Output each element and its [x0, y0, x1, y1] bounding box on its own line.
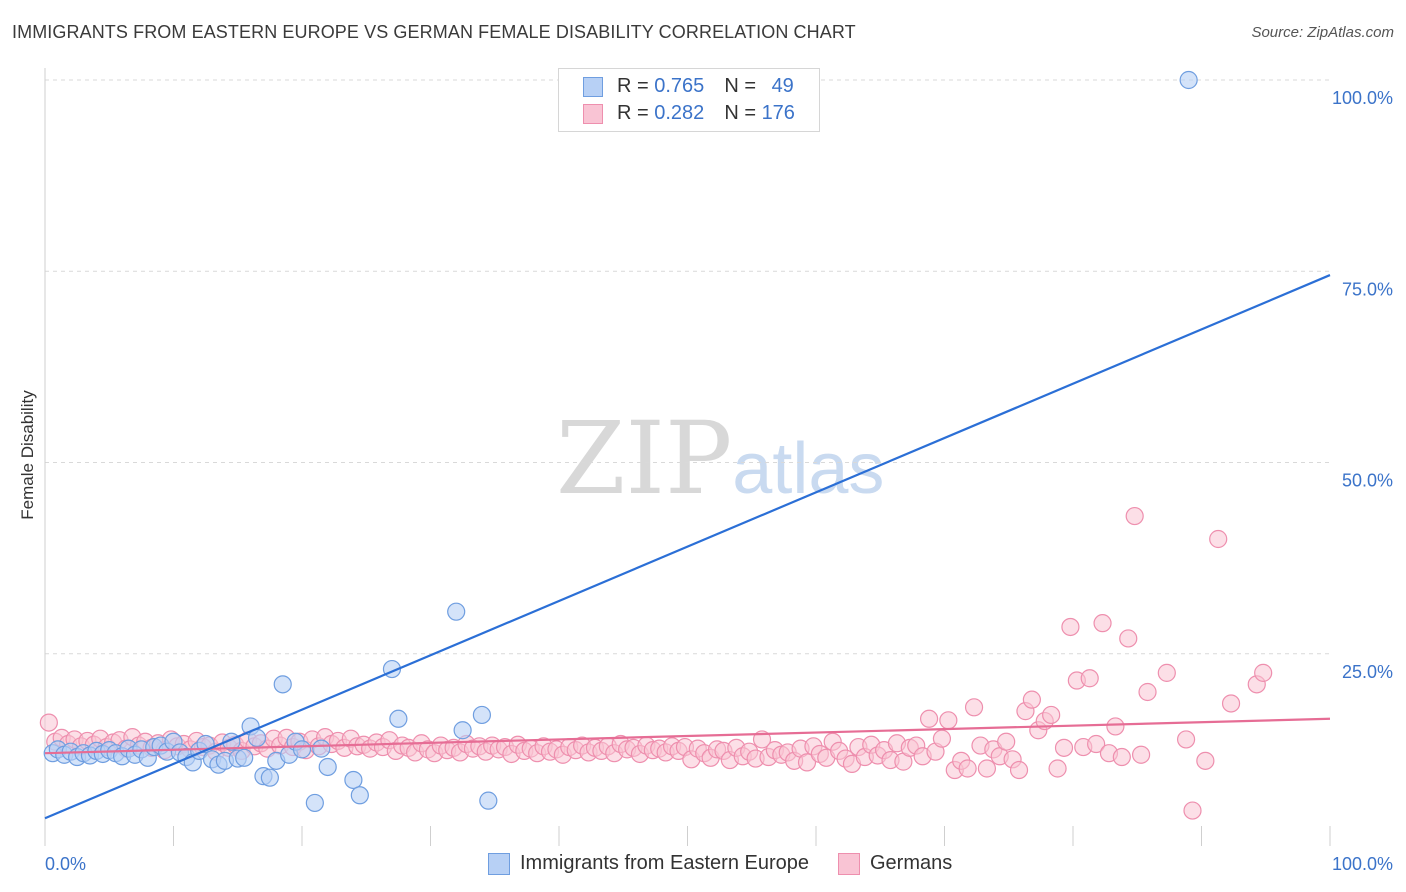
y-tick-label: 50.0%: [1342, 471, 1393, 491]
data-point-germans: [1125, 506, 1144, 526]
immigrants-points: [43, 70, 1198, 813]
bottom-legend-label-immigrants: Immigrants from Eastern Europe: [520, 852, 809, 874]
data-point-germans: [997, 732, 1016, 751]
data-point-immigrants: [389, 709, 408, 728]
axes: [44, 68, 1331, 846]
chart-title: IMMIGRANTS FROM EASTERN EUROPE VS GERMAN…: [12, 22, 856, 42]
bottom-legend-immigrants: Immigrants from Eastern Europe: [488, 852, 809, 875]
legend-r-label: R =: [617, 75, 655, 97]
x-tick-label-min: 0.0%: [45, 854, 86, 874]
data-point-immigrants: [1179, 70, 1198, 90]
data-point-germans: [1022, 690, 1041, 709]
data-point-germans: [919, 709, 939, 728]
y-tick-label: 100.0%: [1332, 88, 1393, 108]
data-point-germans: [797, 753, 817, 772]
data-point-germans: [39, 713, 58, 732]
bottom-legend-swatch-blue: [488, 852, 510, 875]
data-point-germans: [1048, 759, 1067, 778]
data-point-germans: [1106, 717, 1125, 736]
data-point-germans: [958, 759, 977, 778]
data-point-immigrants: [235, 748, 254, 767]
legend-n-value: 49: [771, 75, 794, 97]
bottom-legend-swatch-pink: [838, 852, 860, 875]
data-point-immigrants: [472, 705, 491, 725]
y-tick-label: 25.0%: [1342, 662, 1393, 682]
legend-n-label: N =: [724, 75, 762, 97]
data-point-immigrants: [305, 793, 324, 813]
legend-row-germans: R = 0.282 N = 176: [583, 102, 795, 126]
trend-lines: [44, 274, 1331, 820]
data-point-germans: [939, 711, 958, 730]
data-point-germans: [1196, 751, 1215, 770]
data-point-immigrants: [350, 786, 369, 805]
germans-points: [39, 506, 1273, 820]
data-point-germans: [1176, 730, 1196, 749]
y-tick-label: 75.0%: [1342, 279, 1393, 299]
data-point-germans: [1209, 529, 1228, 549]
data-point-germans: [1132, 745, 1151, 764]
data-point-germans: [932, 729, 952, 748]
data-point-germans: [1054, 738, 1074, 757]
data-point-immigrants: [292, 740, 312, 759]
data-point-germans: [1080, 669, 1099, 688]
legend: R = 0.765 N = 49 R = 0.282 N = 176: [558, 68, 820, 132]
bottom-legend-germans: Germans: [838, 852, 952, 875]
data-point-germans: [1093, 614, 1112, 633]
legend-swatch-blue: [583, 76, 603, 97]
x-tick-label-max: 100.0%: [1332, 854, 1393, 874]
gridlines: [45, 79, 1330, 655]
legend-r-value: 0.282: [654, 102, 705, 124]
data-point-immigrants: [273, 675, 292, 694]
data-point-immigrants: [344, 770, 363, 790]
trend-line-germans: [44, 717, 1331, 755]
data-point-germans: [1221, 694, 1241, 713]
data-point-immigrants: [447, 602, 466, 621]
data-point-germans: [1061, 617, 1080, 637]
legend-r-value: 0.765: [654, 75, 705, 97]
y-axis-title: Female Disability: [18, 390, 37, 520]
legend-n-value: 176: [761, 102, 795, 124]
data-point-germans: [1254, 663, 1273, 682]
trend-line-immigrants: [44, 274, 1331, 820]
data-point-immigrants: [318, 757, 337, 777]
data-point-germans: [1183, 801, 1202, 820]
legend-n-label: N =: [724, 102, 762, 124]
data-point-germans: [1119, 629, 1138, 648]
data-point-germans: [977, 759, 997, 778]
data-point-germans: [1138, 682, 1157, 702]
legend-r-label: R =: [617, 102, 655, 124]
data-point-germans: [1112, 747, 1131, 767]
data-point-germans: [1009, 760, 1029, 780]
data-point-germans: [1157, 663, 1176, 682]
legend-row-immigrants: R = 0.765 N = 49: [583, 75, 794, 99]
bottom-legend-label-germans: Germans: [870, 852, 953, 874]
data-point-immigrants: [453, 721, 472, 740]
data-point-immigrants: [312, 739, 331, 758]
legend-swatch-pink: [583, 103, 603, 124]
data-point-immigrants: [260, 768, 279, 787]
data-point-germans: [964, 698, 984, 717]
source-label: Source: ZipAtlas.com: [1251, 24, 1394, 41]
data-point-germans: [1042, 705, 1061, 725]
data-point-germans: [1087, 734, 1106, 754]
axis-labels: 25.0% 50.0% 75.0% 100.0% 0.0% 100.0% Female Di…: [18, 88, 1393, 874]
data-point-immigrants: [479, 791, 498, 810]
